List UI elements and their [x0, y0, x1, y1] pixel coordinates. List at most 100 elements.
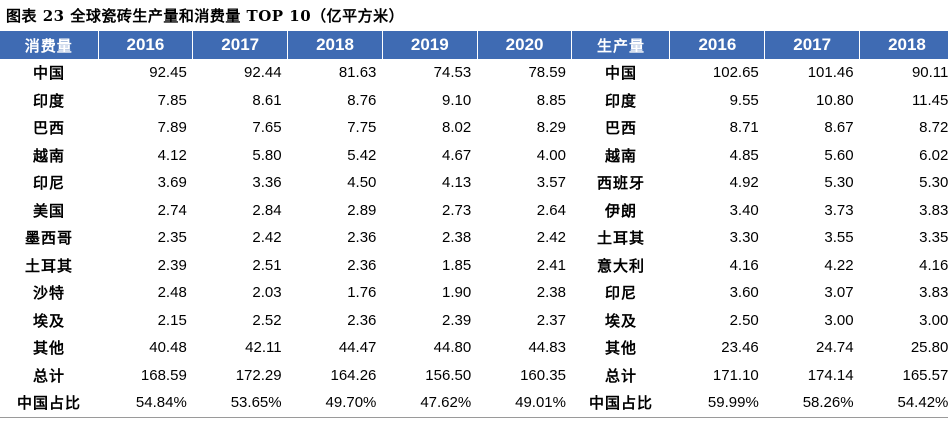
production-value-cell: 4.22	[824, 256, 854, 274]
production-value-cell: 9.55	[729, 91, 759, 109]
consumption-value-cell: 164.26	[330, 366, 377, 384]
year-header: 2017	[192, 31, 289, 59]
production-country-name: 越南	[604, 146, 637, 165]
consumption-value-cell: 8.02	[441, 119, 472, 137]
production-value-cell: 102.65	[712, 64, 759, 82]
consumption-value-cell: 3.69	[157, 174, 187, 192]
table-body: 中国 92.45 92.44 81.63 74.53 78.59 中国 102.65 101.4…	[0, 59, 948, 418]
production-value-cell: 25.80	[910, 339, 948, 357]
consumption-value-cell: 49.01%	[477, 389, 572, 418]
production-country-name: 印度	[604, 91, 637, 110]
consumption-value-cell: 81.63	[338, 64, 377, 82]
production-value-cell: 3.60	[729, 284, 759, 302]
production-country-name: 伊朗	[604, 201, 637, 220]
production-value-cell: 174.14	[807, 366, 854, 384]
consumption-value-cell: 2.73	[441, 201, 472, 219]
consumption-value-cell: 9.10	[441, 91, 472, 109]
production-country-name: 土耳其	[596, 229, 645, 248]
production-value-cell: 4.92	[729, 174, 759, 192]
production-value-cell: 4.85	[729, 146, 759, 164]
table-row: 总计 168.59 172.29 164.26 156.50 160.35 总计 171.10…	[0, 362, 948, 390]
consumption-value-cell: 5.80	[252, 146, 282, 164]
consumption-value-cell: 8.85	[536, 91, 566, 109]
consumption-value-cell: 2.42	[536, 229, 566, 247]
production-country-name: 西班牙	[596, 174, 645, 193]
consumption-value-cell: 4.13	[441, 174, 472, 192]
consumption-value-cell: 4.12	[157, 146, 187, 164]
consumption-value-cell: 7.89	[157, 119, 187, 137]
consumption-value-cell: 40.48	[149, 339, 187, 357]
consumption-country-name: 总计	[32, 366, 65, 385]
production-value-cell: 3.40	[729, 201, 759, 219]
consumption-value-cell: 7.85	[157, 91, 187, 109]
table-header-row: 消费量 2016 2017 2018 2019 2020 生产量 2016 20…	[0, 31, 948, 59]
consumption-value-cell: 44.83	[528, 339, 566, 357]
consumption-value-cell: 8.76	[347, 91, 377, 109]
consumption-value-cell: 2.37	[536, 311, 566, 329]
production-value-cell: 4.16	[919, 256, 948, 274]
production-value-cell: 5.60	[824, 146, 854, 164]
consumption-value-cell: 2.39	[157, 256, 187, 274]
production-value-cell: 23.46	[721, 339, 759, 357]
consumption-value-cell: 7.75	[347, 119, 377, 137]
consumption-value-cell: 8.29	[536, 119, 566, 137]
consumption-value-cell: 2.38	[441, 229, 472, 247]
table-row: 其他 40.48 42.11 44.47 44.80 44.83 其他 23.46 24.74 2…	[0, 334, 948, 362]
consumption-value-cell: 49.70%	[287, 389, 383, 418]
production-value-cell: 10.80	[816, 91, 854, 109]
production-value-cell: 3.73	[824, 201, 854, 219]
consumption-country-name: 中国	[32, 64, 65, 83]
table-row: 美国2.742.842.892.732.64伊朗3.403.733.833.98…	[0, 197, 948, 225]
year-header: 2016	[98, 31, 194, 59]
production-value-cell: 3.30	[729, 229, 759, 247]
consumption-value-cell: 7.65	[252, 119, 282, 137]
consumption-value-cell: 1.76	[347, 284, 377, 302]
production-country-name: 总计	[604, 366, 637, 385]
production-value-cell: 6.02	[919, 146, 948, 164]
consumption-value-cell: 74.53	[433, 64, 472, 82]
consumption-value-cell: 8.61	[252, 91, 282, 109]
consumption-country-name: 印尼	[32, 174, 65, 193]
table-row: 越南4.125.805.424.674.00越南4.855.606.025.60…	[0, 142, 948, 170]
consumption-value-cell: 2.36	[347, 256, 377, 274]
production-country-name: 意大利	[596, 256, 645, 275]
production-value-cell: 4.16	[729, 256, 759, 274]
production-value-cell: 3.83	[919, 284, 948, 302]
consumption-value-cell: 2.36	[347, 229, 377, 247]
production-country-name: 巴西	[604, 119, 637, 138]
production-value-cell: 3.00	[919, 311, 948, 329]
consumption-value-cell: 78.59	[528, 64, 566, 82]
production-value-cell: 5.30	[919, 174, 948, 192]
production-value-cell: 5.30	[824, 174, 854, 192]
consumption-country-name: 其他	[32, 339, 65, 358]
consumption-value-cell: 54.84%	[98, 389, 193, 418]
year-header: 2018	[859, 31, 948, 59]
consumption-value-cell: 92.45	[149, 64, 187, 82]
table-row: 中国占比 54.84% 53.65% 49.70% 47.62% 49.01% 中国占比 59…	[0, 389, 948, 418]
table-row: 印度7.858.618.769.108.85印度9.5510.8011.4512…	[0, 87, 948, 115]
consumption-value-cell: 2.64	[536, 201, 566, 219]
consumption-country-name: 沙特	[32, 284, 65, 303]
consumption-value-cell: 2.41	[536, 256, 566, 274]
table-row: 土耳其2.392.512.361.852.41意大利4.164.224.164.…	[0, 252, 948, 280]
production-value-cell: 165.57	[902, 366, 948, 384]
consumption-value-cell: 4.50	[347, 174, 377, 192]
production-header: 生产量	[571, 31, 671, 59]
consumption-country-name: 美国	[32, 201, 65, 220]
consumption-country-name: 埃及	[32, 311, 65, 330]
year-header: 2017	[764, 31, 861, 59]
consumption-value-cell: 4.00	[536, 146, 566, 164]
production-value-cell: 24.74	[816, 339, 854, 357]
figure-title: 图表 23 全球瓷砖生产量和消费量 TOP 10（亿平方米）	[6, 7, 405, 25]
consumption-country-name: 土耳其	[24, 256, 73, 275]
year-header: 2019	[382, 31, 478, 59]
consumption-value-cell: 3.57	[536, 174, 566, 192]
production-value-cell: 3.55	[824, 229, 854, 247]
table-row: 沙特2.482.031.761.902.38印尼3.603.073.833.47…	[0, 279, 948, 307]
consumption-value-cell: 4.67	[441, 146, 472, 164]
production-value-cell: 58.26%	[764, 389, 860, 418]
year-header: 2020	[477, 31, 573, 59]
production-value-cell: 3.83	[919, 201, 948, 219]
consumption-value-cell: 1.90	[441, 284, 472, 302]
consumption-value-cell: 156.50	[425, 366, 472, 384]
